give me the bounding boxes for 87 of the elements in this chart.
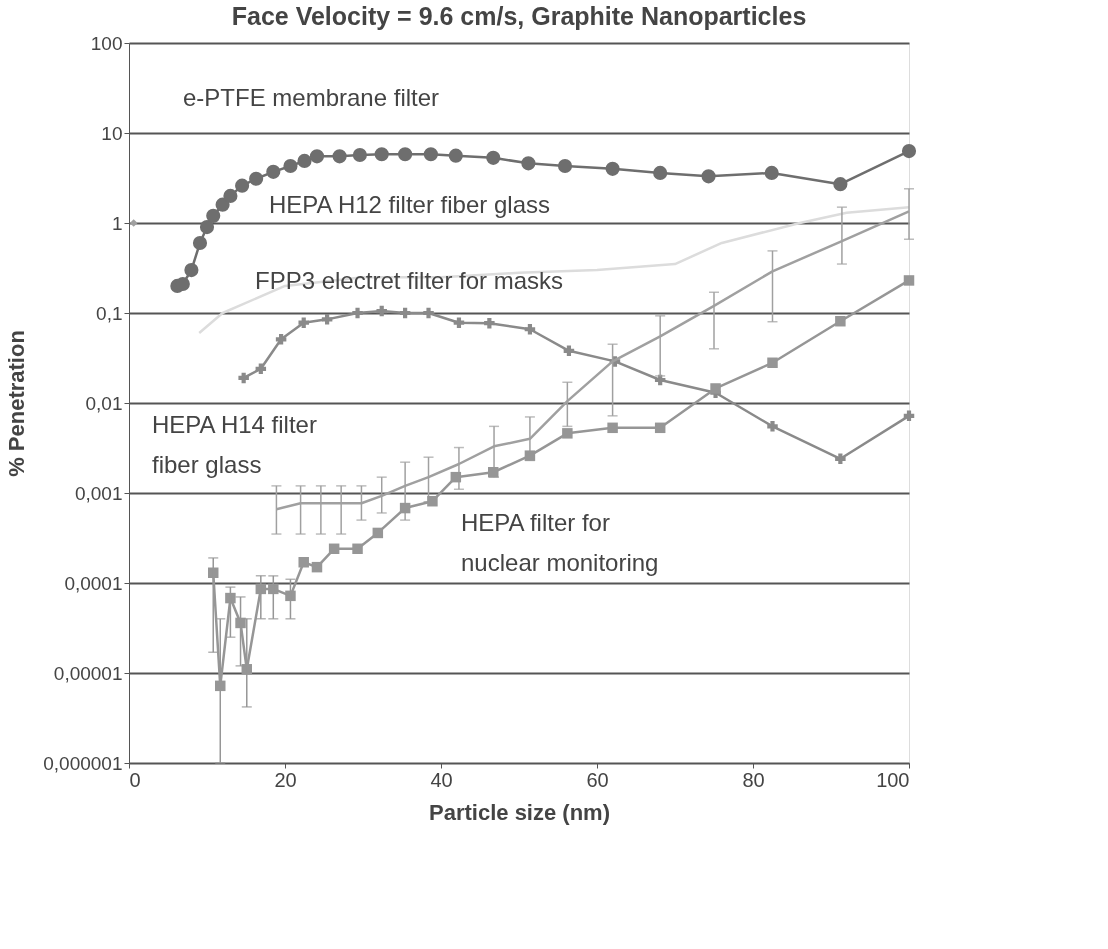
x-tick-label: 80	[742, 768, 765, 791]
point	[399, 502, 411, 514]
x-tick-label: 60	[586, 768, 609, 791]
point	[238, 372, 249, 384]
point	[653, 165, 668, 180]
point	[563, 345, 575, 357]
point	[710, 383, 721, 394]
point	[488, 467, 499, 478]
point	[255, 363, 267, 375]
point	[352, 307, 363, 319]
annotation: FPP3 electret filter for masks	[255, 267, 564, 294]
point	[903, 410, 915, 422]
x-tick-label: 100	[876, 768, 910, 791]
point	[557, 158, 573, 174]
point	[524, 450, 536, 461]
point	[352, 147, 367, 163]
point	[453, 317, 465, 328]
point	[309, 149, 325, 164]
y-tick-label: 0,000001	[43, 752, 123, 774]
point	[332, 149, 347, 164]
point	[298, 557, 309, 568]
x-tick-label: 40	[430, 768, 453, 791]
point	[835, 315, 846, 327]
point	[129, 219, 138, 227]
point	[767, 357, 778, 368]
point	[607, 422, 618, 434]
y-tick-label: 0,0001	[64, 572, 123, 594]
point	[835, 453, 846, 465]
x-tick-label: 20	[274, 768, 297, 791]
point	[486, 150, 501, 165]
point	[206, 208, 221, 223]
x-axis-title: Particle size (nm)	[429, 799, 610, 825]
point	[524, 324, 536, 335]
point	[223, 188, 238, 203]
point	[767, 421, 778, 432]
point	[285, 590, 296, 602]
y-tick-label: 1	[111, 212, 123, 234]
y-tick-label: 0,00001	[53, 662, 123, 684]
point	[427, 495, 438, 507]
point	[352, 543, 363, 555]
chart-title: Face Velocity = 9.6 cm/s, Graphite Nanoparticles	[231, 2, 807, 30]
x-tick-label: 0	[129, 768, 141, 791]
point	[833, 177, 848, 192]
point	[297, 153, 312, 168]
y-tick-label: 0,001	[74, 482, 123, 504]
y-tick-label: 0,01	[85, 392, 123, 414]
point	[701, 169, 716, 184]
annotation: HEPA H12 filter fiber glass	[269, 191, 551, 218]
point	[184, 263, 199, 278]
y-tick-label: 10	[101, 122, 123, 144]
point	[311, 561, 323, 573]
point	[249, 171, 264, 186]
point	[484, 317, 495, 329]
point	[235, 178, 250, 193]
point	[562, 428, 573, 439]
point	[448, 148, 463, 163]
point	[399, 307, 411, 319]
point	[450, 471, 462, 483]
point	[376, 305, 387, 317]
annotation: e-PTFE membrane filter	[183, 84, 440, 111]
y-axis-title: % Penetration	[4, 330, 30, 477]
annotation: HEPA H14 filter fiber glass	[152, 411, 317, 478]
point	[764, 165, 779, 180]
point	[605, 161, 620, 176]
point	[372, 527, 384, 539]
point	[298, 317, 309, 328]
y-tick-label: 0,1	[96, 302, 123, 324]
point	[654, 422, 666, 434]
point	[903, 275, 915, 286]
point	[225, 592, 236, 604]
point	[266, 164, 281, 179]
point	[398, 147, 413, 162]
point	[423, 307, 434, 319]
point	[901, 144, 917, 159]
annotation: HEPA filter for nuclear monitoring	[461, 509, 659, 576]
point	[374, 147, 389, 162]
point	[268, 583, 279, 595]
point	[321, 314, 333, 325]
point	[275, 334, 287, 345]
point	[199, 220, 215, 235]
point	[283, 158, 298, 174]
point	[192, 235, 208, 251]
point	[328, 543, 340, 555]
point	[215, 680, 226, 692]
point	[423, 147, 438, 162]
point	[521, 156, 536, 171]
y-tick-label: 100	[90, 32, 123, 54]
